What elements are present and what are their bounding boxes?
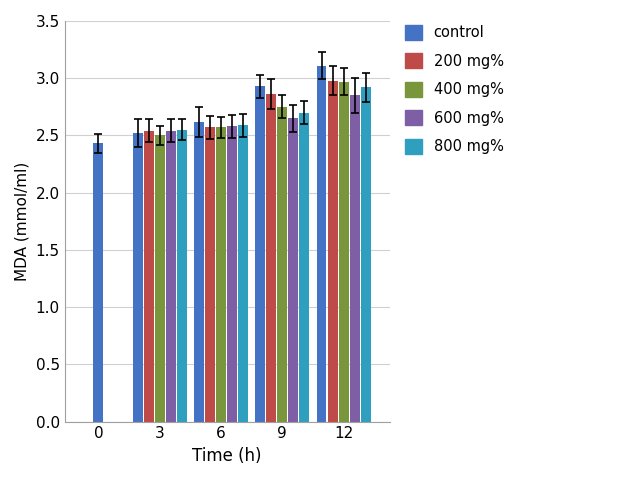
Bar xyxy=(266,94,276,421)
Bar xyxy=(166,131,175,421)
Legend: control, 200 mg%, 400 mg%, 600 mg%, 800 mg%: control, 200 mg%, 400 mg%, 600 mg%, 800 … xyxy=(400,20,508,158)
Bar xyxy=(132,133,143,421)
Bar xyxy=(350,96,360,421)
Bar xyxy=(255,86,265,421)
Bar xyxy=(144,131,154,421)
Bar xyxy=(194,122,204,421)
Bar xyxy=(277,107,287,421)
Y-axis label: MDA (mmol/ml): MDA (mmol/ml) xyxy=(15,162,30,281)
Bar xyxy=(227,126,237,421)
Bar xyxy=(216,128,226,421)
Bar xyxy=(205,128,215,421)
Bar xyxy=(289,118,298,421)
Bar xyxy=(361,87,371,421)
Bar xyxy=(300,113,309,421)
Bar xyxy=(339,82,349,421)
Bar xyxy=(177,130,187,421)
Bar xyxy=(155,135,164,421)
Bar xyxy=(238,125,248,421)
Bar xyxy=(93,144,103,421)
X-axis label: Time (h): Time (h) xyxy=(193,447,262,465)
Bar xyxy=(317,66,326,421)
Bar xyxy=(328,81,337,421)
